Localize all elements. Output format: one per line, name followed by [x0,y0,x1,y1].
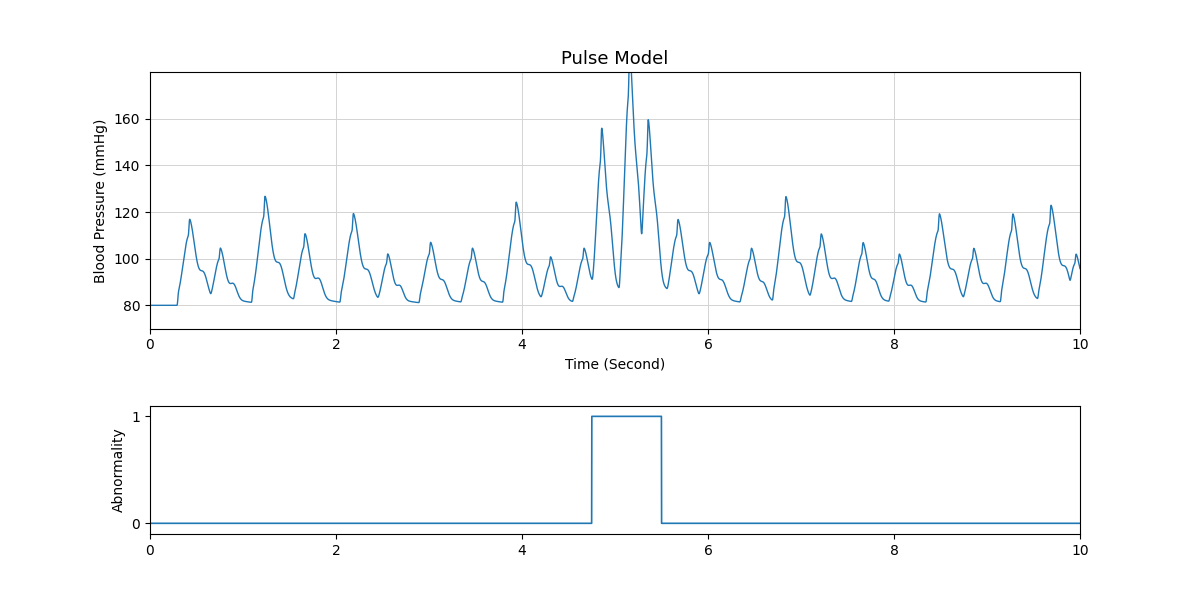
Y-axis label: Abnormality: Abnormality [112,427,126,512]
Y-axis label: Blood Pressure (mmHg): Blood Pressure (mmHg) [95,118,108,283]
Title: Pulse Model: Pulse Model [562,50,668,68]
X-axis label: Time (Second): Time (Second) [565,358,665,372]
